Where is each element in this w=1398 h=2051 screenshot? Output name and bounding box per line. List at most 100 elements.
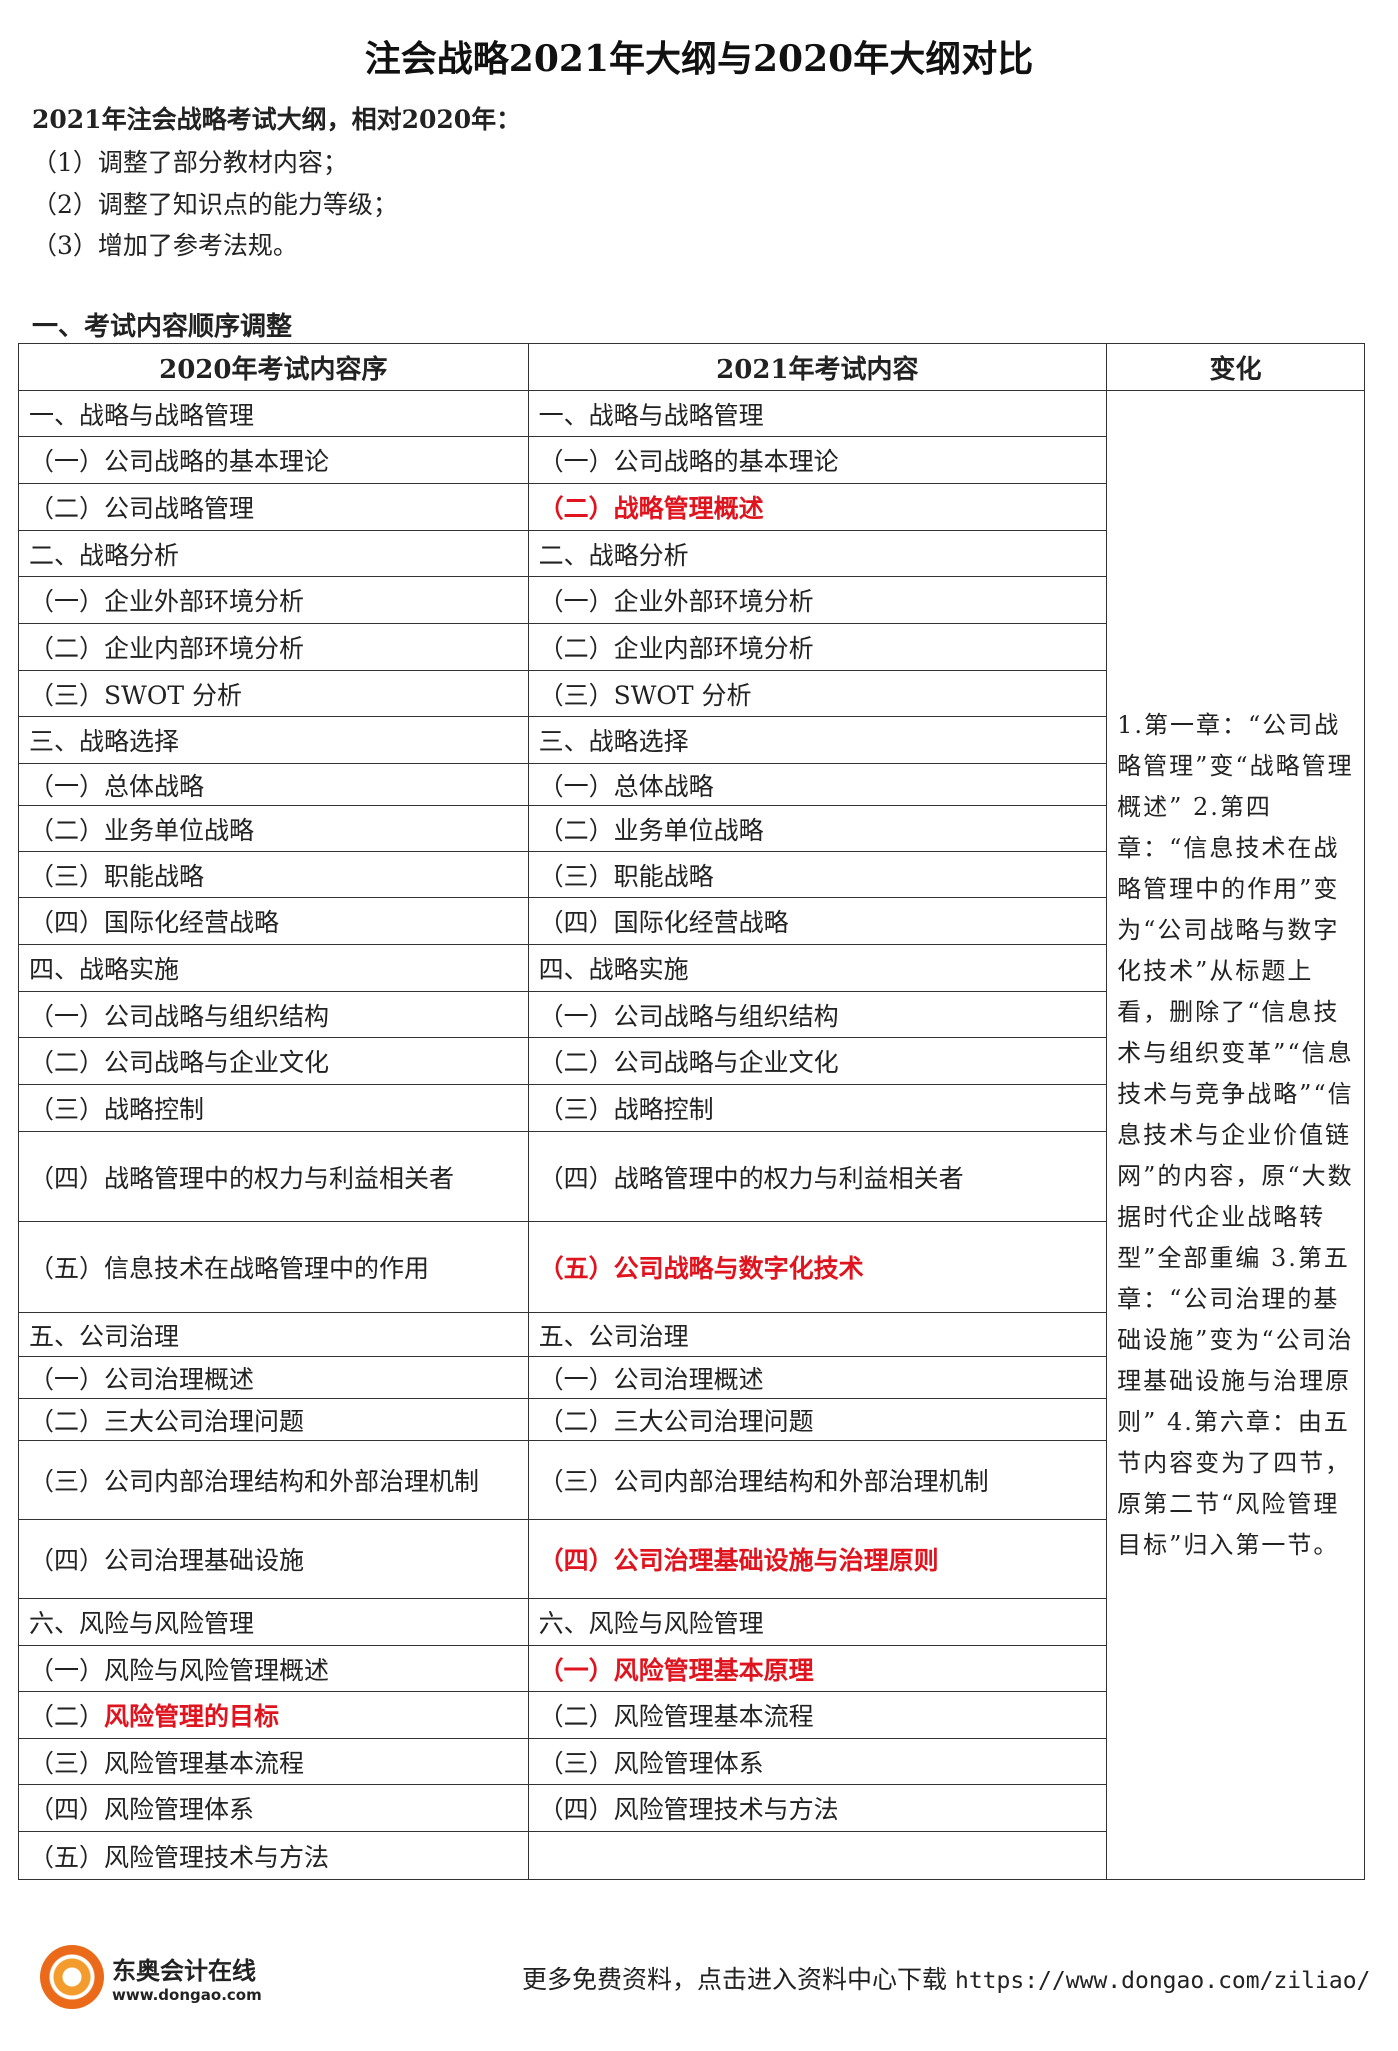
- cell-text: （二）业务单位战略: [29, 815, 255, 845]
- cell-2020: （五）信息技术在战略管理中的作用: [18, 1221, 529, 1313]
- cell-text: （二）企业内部环境分析: [29, 634, 305, 663]
- table-row: （二）业务单位战略 （二）业务单位战略: [18, 805, 1365, 852]
- cell-text: （二）三大公司治理问题: [29, 1406, 305, 1436]
- cell-2021: （二）业务单位战略: [527, 805, 1108, 852]
- table-row: （四）战略管理中的权力与利益相关者 （四）战略管理中的权力与利益相关者: [18, 1131, 1365, 1222]
- table-row: （四）国际化经营战略 （四）国际化经营战略: [18, 897, 1365, 945]
- section-title: 一、考试内容顺序调整: [32, 312, 293, 342]
- table-row: （一）总体战略 （一）总体战略: [18, 763, 1365, 806]
- table-row: （一）风险与风险管理概述 （一）风险管理基本原理: [18, 1645, 1365, 1692]
- cell-text: 风险管理的目标: [104, 1702, 280, 1731]
- cell-2021: （三）风险管理体系: [527, 1738, 1108, 1785]
- cell-text: （二）公司战略与企业文化: [29, 1048, 330, 1077]
- cell-prefix: （二）: [29, 1702, 105, 1731]
- cell-2020: （一）总体战略: [18, 763, 529, 806]
- intro-item: （1）调整了部分教材内容；: [32, 148, 348, 177]
- cell-text: （五）信息技术在战略管理中的作用: [29, 1254, 430, 1283]
- cell-text: 一、战略与战略管理: [29, 400, 255, 430]
- cell-text: （一）公司战略与组织结构: [29, 1001, 330, 1031]
- logo-url: www.dongao.com: [112, 1985, 262, 2004]
- table-row: （一）公司战略与组织结构 （一）公司战略与组织结构: [18, 991, 1365, 1038]
- cell-text: （一）总体战略: [29, 771, 205, 801]
- cell-2021: [527, 1831, 1108, 1880]
- cell-text: （三）公司内部治理结构和外部治理机制: [29, 1467, 480, 1496]
- cell-2021: （三）战略控制: [527, 1084, 1108, 1132]
- table-row: 三、战略选择 三、战略选择: [18, 716, 1365, 764]
- cell-2021: 六、风险与风险管理: [527, 1598, 1108, 1646]
- cell-2021: （一）公司战略的基本理论: [527, 436, 1108, 484]
- intro-item: （3）增加了参考法规。: [32, 231, 298, 260]
- cell-2021: （三）公司内部治理结构和外部治理机制: [527, 1440, 1108, 1520]
- header-2020: 2020年考试内容序: [18, 343, 529, 391]
- cell-2020: （一）公司治理概述: [18, 1356, 529, 1399]
- comparison-table: 2020年考试内容序 2021年考试内容 变化 一、战略与战略管理 一、战略与战略…: [18, 343, 1365, 1880]
- footer-text: 更多免费资料，点击进入资料中心下载 https://www.dongao.com…: [522, 1960, 1370, 1996]
- cell-2020: （一）公司战略的基本理论: [18, 436, 529, 484]
- cell-2020: 三、战略选择: [18, 716, 529, 764]
- cell-2020: （三）风险管理基本流程: [18, 1738, 529, 1785]
- table-row: 一、战略与战略管理 一、战略与战略管理 1.第一章：“公司战略管理”变“战略管理概述…: [18, 390, 1365, 1880]
- table-row: （四）公司治理基础设施 （四）公司治理基础设施与治理原则: [18, 1519, 1365, 1599]
- cell-2020: （四）战略管理中的权力与利益相关者: [18, 1131, 529, 1222]
- cell-2021: 五、公司治理: [527, 1312, 1108, 1357]
- table-row: 五、公司治理 五、公司治理: [18, 1312, 1365, 1357]
- cell-2021: 四、战略实施: [527, 944, 1108, 992]
- cell-2020: 六、风险与风险管理: [18, 1598, 529, 1646]
- cell-2020: 一、战略与战略管理: [18, 390, 529, 437]
- cell-2020: （二）风险管理的目标: [18, 1691, 529, 1739]
- cell-2020: （二）公司战略管理: [18, 483, 529, 531]
- cell-2021: （三）职能战略: [527, 851, 1108, 898]
- cell-2020: （四）风险管理体系: [18, 1784, 529, 1832]
- table-row: （三）风险管理基本流程 （三）风险管理体系: [18, 1738, 1365, 1785]
- cell-2020: （二）公司战略与企业文化: [18, 1037, 529, 1085]
- cell-text: 四、战略实施: [29, 955, 180, 984]
- table-row: （三）SWOT 分析 （三）SWOT 分析: [18, 670, 1365, 717]
- cell-2021: 三、战略选择: [527, 716, 1108, 764]
- cell-2020: （二）三大公司治理问题: [18, 1398, 529, 1441]
- change-note: 1.第一章：“公司战略管理”变“战略管理概述” 2.第四章：“信息技术在战略管理…: [1106, 390, 1365, 1880]
- cell-2021: （二）公司战略与企业文化: [527, 1037, 1108, 1085]
- cell-2021: （二）企业内部环境分析: [527, 623, 1108, 671]
- cell-2021: （二）风险管理基本流程: [527, 1691, 1108, 1739]
- cell-text: （二）公司战略管理: [29, 494, 255, 523]
- table-row: （五）信息技术在战略管理中的作用 （五）公司战略与数字化技术: [18, 1221, 1365, 1313]
- page-title: 注会战略2021年大纲与2020年大纲对比: [364, 38, 1034, 80]
- table-row: （二）三大公司治理问题 （二）三大公司治理问题: [18, 1398, 1365, 1441]
- table-row: （一）公司战略的基本理论 （一）公司战略的基本理论: [18, 436, 1365, 484]
- cell-2021: （二）战略管理概述: [527, 483, 1108, 531]
- logo-name: 东奥会计在线: [112, 1956, 256, 1985]
- table-row: （三）职能战略 （三）职能战略: [18, 851, 1365, 898]
- cell-2020: （三）战略控制: [18, 1084, 529, 1132]
- table-row: （二）公司战略与企业文化 （二）公司战略与企业文化: [18, 1037, 1365, 1085]
- cell-text: （一）企业外部环境分析: [29, 587, 305, 616]
- intro-heading: 2021年注会战略考试大纲，相对2020年：: [32, 105, 522, 134]
- table-row: （一）公司治理概述 （一）公司治理概述: [18, 1356, 1365, 1399]
- cell-2021: 二、战略分析: [527, 530, 1108, 577]
- cell-2021: （五）公司战略与数字化技术: [527, 1221, 1108, 1313]
- cell-text: （一）公司战略的基本理论: [29, 447, 330, 476]
- cell-text: （四）公司治理基础设施: [29, 1546, 305, 1575]
- cell-text: （三）战略控制: [29, 1095, 205, 1124]
- cell-2020: （一）公司战略与组织结构: [18, 991, 529, 1038]
- cell-2021: （一）风险管理基本原理: [527, 1645, 1108, 1692]
- cell-2020: （五）风险管理技术与方法: [18, 1831, 529, 1880]
- cell-2021: （二）三大公司治理问题: [527, 1398, 1108, 1441]
- cell-2020: （三）公司内部治理结构和外部治理机制: [18, 1440, 529, 1520]
- cell-2020: （二）业务单位战略: [18, 805, 529, 852]
- cell-text: （三）SWOT 分析: [29, 680, 242, 710]
- cell-2020: （三）职能战略: [18, 851, 529, 898]
- cell-2020: 四、战略实施: [18, 944, 529, 992]
- cell-text: （三）职能战略: [29, 861, 205, 891]
- cell-2021: （一）总体战略: [527, 763, 1108, 806]
- cell-text: （四）国际化经营战略: [29, 908, 280, 937]
- dongao-logo[interactable]: 东奥会计在线 www.dongao.com: [40, 1945, 262, 2009]
- table-row: （四）风险管理体系 （四）风险管理技术与方法: [18, 1784, 1365, 1832]
- cell-2021: （四）公司治理基础设施与治理原则: [527, 1519, 1108, 1599]
- cell-text: 五、公司治理: [29, 1321, 180, 1351]
- cell-2021: （四）战略管理中的权力与利益相关者: [527, 1131, 1108, 1222]
- cell-text: （一）风险与风险管理概述: [29, 1655, 330, 1685]
- footer-link[interactable]: https://www.dongao.com/ziliao/: [954, 1968, 1371, 1994]
- cell-text: （三）风险管理基本流程: [29, 1748, 305, 1778]
- cell-2020: （四）公司治理基础设施: [18, 1519, 529, 1599]
- table-row: （二）企业内部环境分析 （二）企业内部环境分析: [18, 623, 1365, 671]
